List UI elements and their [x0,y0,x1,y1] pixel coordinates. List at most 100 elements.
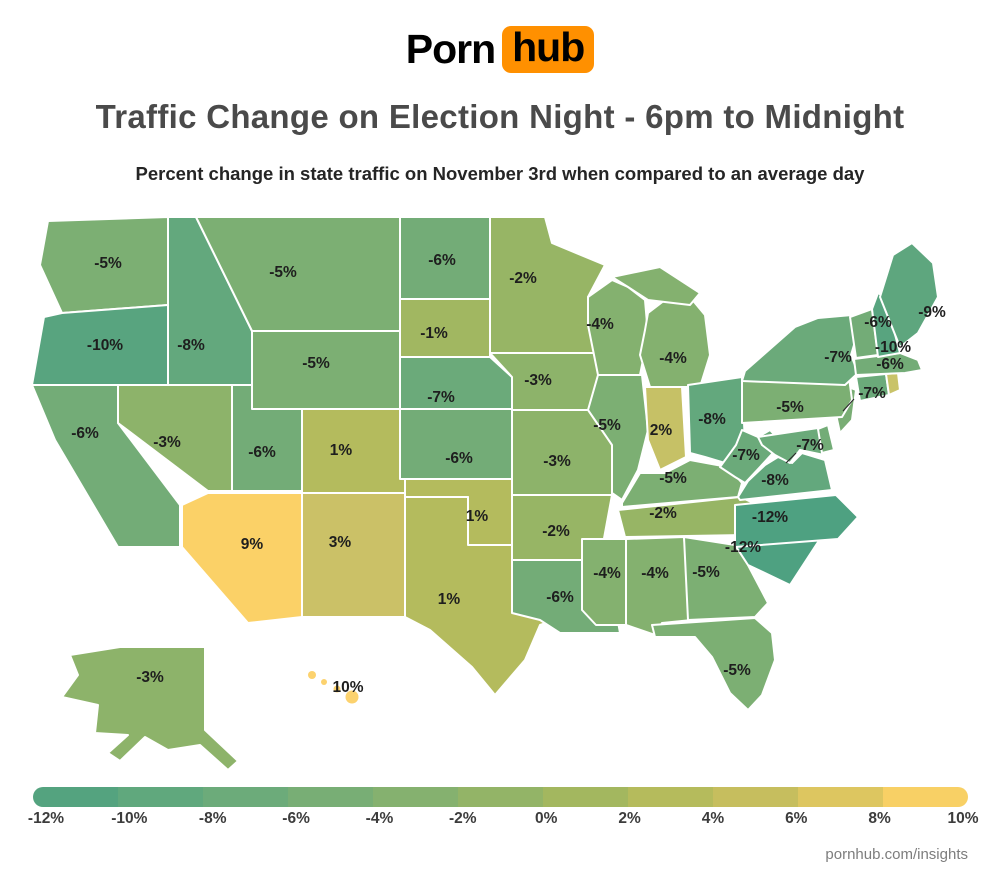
state-value-label-mn: -2% [509,270,537,287]
state-value-label-nv: -3% [153,434,181,451]
state-value-label-wy: -5% [302,355,330,372]
state-value-label-ar: -2% [542,523,570,540]
state-value-label-ia: -3% [524,372,552,389]
legend-segment-7 [628,787,713,807]
state-hawaii [321,679,327,685]
legend-segment-1 [118,787,203,807]
state-value-label-va: -8% [761,472,789,489]
state-value-label-md: -7% [796,437,824,454]
state-value-label-tn: -2% [649,505,677,522]
state-value-label-ok: 1% [466,508,489,525]
logo-text-porn: Porn [405,26,496,73]
page-title: Traffic Change on Election Night - 6pm t… [95,98,905,135]
state-hawaii [333,685,341,693]
state-arizona [181,492,303,624]
state-value-label-pa: -5% [776,399,804,416]
state-virginia [737,452,833,501]
state-delaware [817,424,835,454]
legend-segment-4 [373,787,458,807]
state-indiana [644,386,687,471]
legend-tick--2: -2% [449,810,477,827]
legend-segment-9 [798,787,883,807]
state-value-label-wa: -5% [94,255,122,272]
legend-tick-2: 2% [618,810,641,827]
legend-tick-0: 0% [534,810,558,827]
state-florida [651,617,776,711]
state-value-label-id: -8% [177,337,205,354]
legend-tick--10: -10% [111,810,148,827]
state-north-carolina [734,494,859,548]
state-value-label-me: -9% [918,304,946,321]
state-value-label-ky: -5% [659,470,687,487]
legend-tick--12: -12% [27,810,65,827]
page-subtitle: Percent change in state traffic on Novem… [135,163,865,184]
state-value-label-ms: -4% [593,565,621,582]
legend-tick--6: -6% [282,810,310,827]
legend-tick-10: 10% [947,810,979,827]
state-kansas [399,408,513,480]
legend-tick--8: -8% [198,810,227,827]
state-value-label-ca: -6% [71,425,99,442]
legend-segment-10 [883,787,968,807]
legend-segment-8 [713,787,798,807]
state-nebraska [399,356,513,410]
state-value-label-nd: -6% [428,252,456,269]
state-value-label-or: -10% [87,337,123,354]
legend-segment-0 [33,787,118,807]
state-alabama [625,536,693,636]
state-hawaii [345,690,359,704]
state-value-label-ak: -3% [136,669,164,686]
state-value-label-wi: -4% [586,316,614,333]
state-value-label-sd: -1% [420,325,448,342]
state-value-label-ks: -6% [445,450,473,467]
state-value-label-tx: 1% [438,591,461,608]
legend-segment-2 [203,787,288,807]
state-value-label-ny: -7% [824,349,852,366]
state-colorado [301,408,409,494]
state-value-label-nh: -10% [875,339,911,356]
state-value-label-il: -5% [593,417,621,434]
state-value-label-nc: -12% [752,509,788,526]
pornhub-logo: Porn hub [0,25,1000,74]
legend-segment-3 [288,787,373,807]
state-value-label-nm: 3% [329,534,352,551]
state-value-label-az: 9% [241,536,264,553]
legend-color-bar [33,787,968,807]
state-rhode-island [885,372,901,396]
legend-tick-6: 6% [785,810,808,827]
state-value-label-hi: 10% [332,679,363,696]
state-illinois [587,374,649,501]
state-value-label-ut: -6% [248,444,276,461]
legend-tick--4: -4% [365,810,394,827]
state-value-label-ga: -5% [692,564,720,581]
state-value-label-in: 2% [650,422,673,439]
state-value-label-fl: -5% [723,662,751,679]
state-maine [879,242,939,348]
state-value-label-sc: -12% [725,539,761,556]
state-value-label-wv: -7% [732,447,760,464]
state-value-label-ct: -7% [858,385,886,402]
state-value-label-mi: -4% [659,350,687,367]
legend-tick-labels: -12% -10% -8% -6% -4% -2% 0% 2% 4% 6% 8% 10% [0,810,1000,832]
state-hawaii [308,671,316,679]
state-value-label-ma: -6% [876,356,904,373]
state-value-label-al: -4% [641,565,669,582]
legend-tick-8: 8% [868,810,891,827]
state-michigan [611,266,701,306]
state-mississippi [581,538,627,626]
state-michigan [639,296,711,388]
footer-credit: pornhub.com/insights [825,846,968,863]
legend-segment-6 [543,787,628,807]
state-value-label-co: 1% [330,442,353,459]
label-leader-line [785,452,797,464]
state-value-label-oh: -8% [698,411,726,428]
state-value-label-la: -6% [546,589,574,606]
state-alaska [61,646,239,771]
state-new-mexico [301,492,406,618]
state-value-label-mo: -3% [543,453,571,470]
legend-segment-5 [458,787,543,807]
state-value-label-vt: -6% [864,314,892,331]
state-value-label-ne: -7% [427,389,455,406]
legend-tick-4: 4% [701,810,725,827]
